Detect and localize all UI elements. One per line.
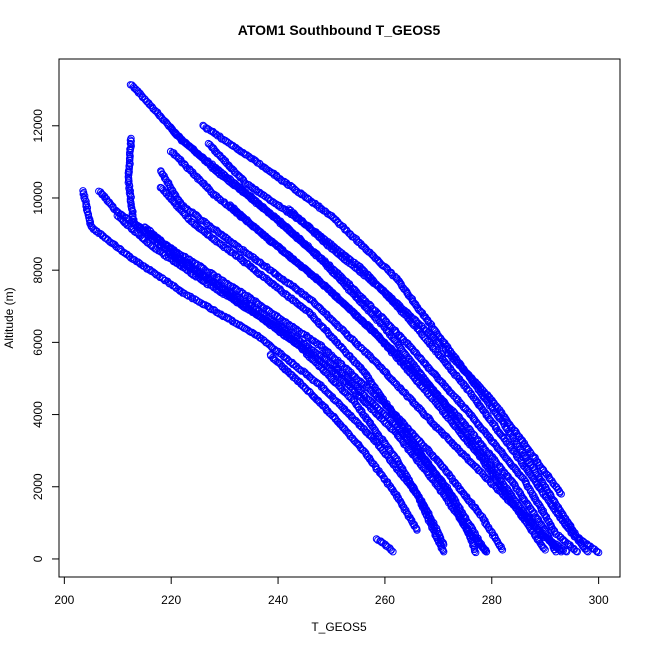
- y-tick-label: 6000: [31, 329, 45, 356]
- data-point: [226, 237, 235, 246]
- data-point: [409, 437, 417, 445]
- data-point: [384, 403, 392, 411]
- data-point: [113, 243, 121, 252]
- data-point: [201, 228, 209, 237]
- data-point: [336, 272, 345, 280]
- data-point: [150, 269, 159, 277]
- data-point: [562, 547, 570, 555]
- data-point: [218, 311, 226, 320]
- x-axis-label: T_GEOS5: [311, 620, 367, 634]
- data-point: [188, 145, 197, 153]
- chart-title: ATOM1 Southbound T_GEOS5: [238, 22, 441, 38]
- y-tick-label: 12000: [31, 109, 45, 143]
- data-point: [296, 366, 305, 374]
- y-tick-label: 10000: [31, 181, 45, 215]
- data-point: [207, 188, 215, 197]
- data-point: [239, 149, 248, 157]
- data-point: [186, 292, 195, 301]
- data-point: [573, 548, 581, 556]
- x-tick-label: 260: [375, 593, 395, 607]
- data-point: [406, 394, 415, 402]
- x-tick-label: 300: [589, 593, 609, 607]
- data-point: [334, 218, 342, 227]
- data-point: [467, 458, 475, 466]
- data-point: [448, 390, 456, 398]
- data-point: [469, 430, 478, 438]
- x-tick-label: 280: [482, 593, 502, 607]
- data-point: [270, 345, 279, 353]
- data-point: [512, 466, 520, 474]
- data-point: [433, 423, 441, 432]
- data-point: [245, 152, 253, 161]
- data-point: [197, 299, 206, 307]
- data-points: [79, 81, 603, 557]
- y-axis: 0 2000 4000 6000 8000 10000 12000: [31, 109, 60, 562]
- data-point: [283, 180, 292, 189]
- data-point: [532, 513, 540, 522]
- y-tick-label: 4000: [31, 401, 45, 428]
- y-axis-label: Altitude (m): [2, 287, 16, 348]
- data-point: [419, 453, 427, 461]
- data-point: [592, 547, 601, 555]
- data-point: [291, 297, 299, 305]
- data-point: [233, 320, 241, 328]
- data-point: [498, 546, 507, 554]
- data-point: [487, 527, 495, 535]
- data-point: [530, 494, 538, 502]
- data-point: [377, 260, 386, 269]
- data-point: [242, 248, 250, 257]
- data-point: [284, 181, 293, 190]
- y-tick-label: 2000: [31, 473, 45, 500]
- data-point: [99, 232, 108, 240]
- data-point: [559, 546, 567, 555]
- data-point: [286, 280, 294, 288]
- data-point: [352, 374, 360, 383]
- data-point: [465, 424, 473, 433]
- x-tick-label: 240: [268, 593, 288, 607]
- data-point: [245, 193, 254, 201]
- data-point: [124, 179, 133, 187]
- data-point: [271, 213, 279, 222]
- data-point: [499, 467, 507, 475]
- x-tick-label: 220: [161, 593, 181, 607]
- data-point: [235, 146, 243, 154]
- data-point: [594, 548, 603, 557]
- data-point: [422, 314, 430, 323]
- x-axis: 200 220 240 260 280 300: [54, 576, 609, 607]
- data-point: [217, 310, 225, 318]
- data-point: [253, 268, 261, 277]
- data-point: [258, 272, 267, 280]
- data-point: [472, 548, 480, 557]
- data-point: [439, 548, 448, 556]
- data-point: [530, 510, 538, 518]
- data-point: [306, 334, 314, 343]
- data-point: [130, 256, 139, 264]
- data-point: [296, 234, 304, 243]
- data-point: [445, 388, 454, 396]
- data-point: [542, 529, 550, 537]
- data-point: [303, 293, 312, 302]
- data-point: [284, 224, 292, 232]
- data-point: [218, 172, 226, 180]
- data-point: [562, 548, 571, 556]
- data-point: [162, 190, 171, 198]
- y-tick-label: 8000: [31, 257, 45, 284]
- data-point: [243, 190, 251, 199]
- data-point: [295, 365, 303, 373]
- data-point: [555, 531, 563, 540]
- data-point: [284, 356, 293, 364]
- data-point: [337, 343, 346, 352]
- data-point: [160, 174, 169, 183]
- y-tick-label: 0: [31, 555, 45, 562]
- data-point: [471, 547, 479, 555]
- data-point: [557, 544, 566, 553]
- data-point: [330, 396, 338, 404]
- data-point: [158, 170, 167, 178]
- data-point: [342, 364, 350, 372]
- data-point: [559, 536, 568, 544]
- data-point: [383, 318, 391, 327]
- data-point: [497, 544, 506, 553]
- x-tick-label: 200: [54, 593, 74, 607]
